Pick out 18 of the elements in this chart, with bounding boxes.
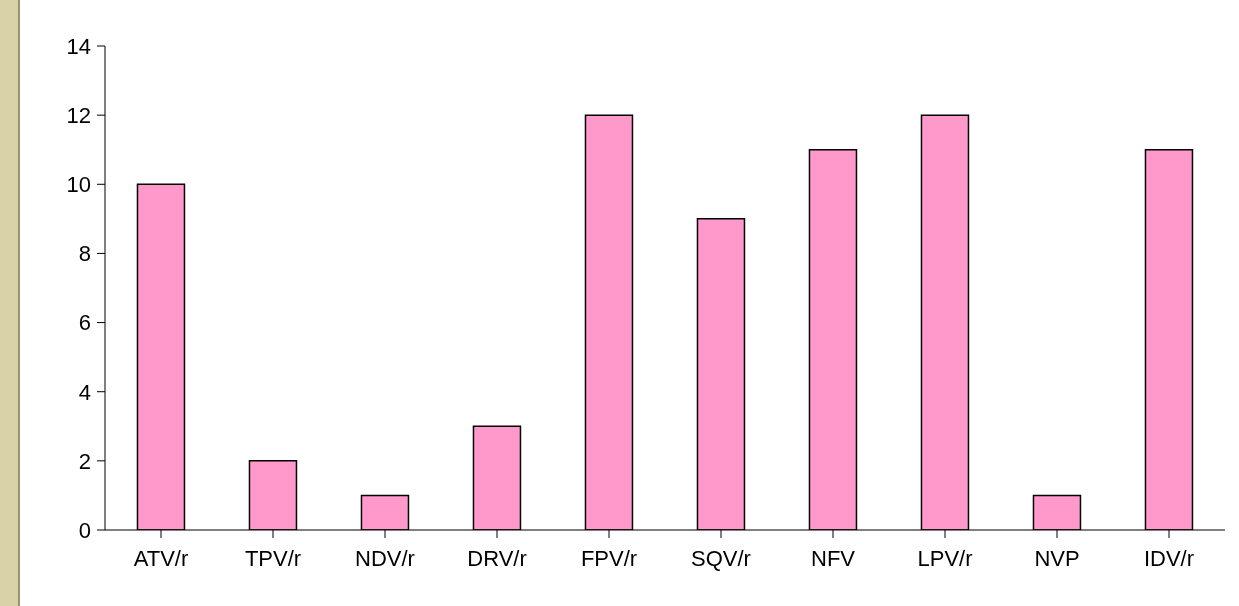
y-tick-label: 10	[66, 172, 91, 198]
x-tick-label: ATV/r	[133, 545, 189, 571]
x-tick-label: SQV/r	[691, 545, 751, 571]
y-tick-label: 6	[78, 310, 91, 336]
y-tick-label: 4	[78, 379, 91, 405]
x-tick-label: NDV/r	[355, 545, 415, 571]
x-tick-label: TPV/r	[244, 545, 302, 571]
y-tick-label: 2	[78, 448, 91, 474]
y-tick-label: 14	[66, 33, 91, 59]
y-tick-label: 0	[78, 517, 91, 543]
x-tick-label: DRV/r	[467, 545, 527, 571]
x-tick-label: NVP	[1034, 545, 1080, 571]
x-tick-label: LPV/r	[917, 545, 973, 571]
x-tick-label: NFV	[811, 545, 856, 571]
x-tick-label: FPV/r	[580, 545, 638, 571]
y-tick-label: 12	[66, 102, 91, 128]
y-tick-label: 8	[78, 241, 91, 267]
x-tick-label: IDV/r	[1143, 545, 1195, 571]
